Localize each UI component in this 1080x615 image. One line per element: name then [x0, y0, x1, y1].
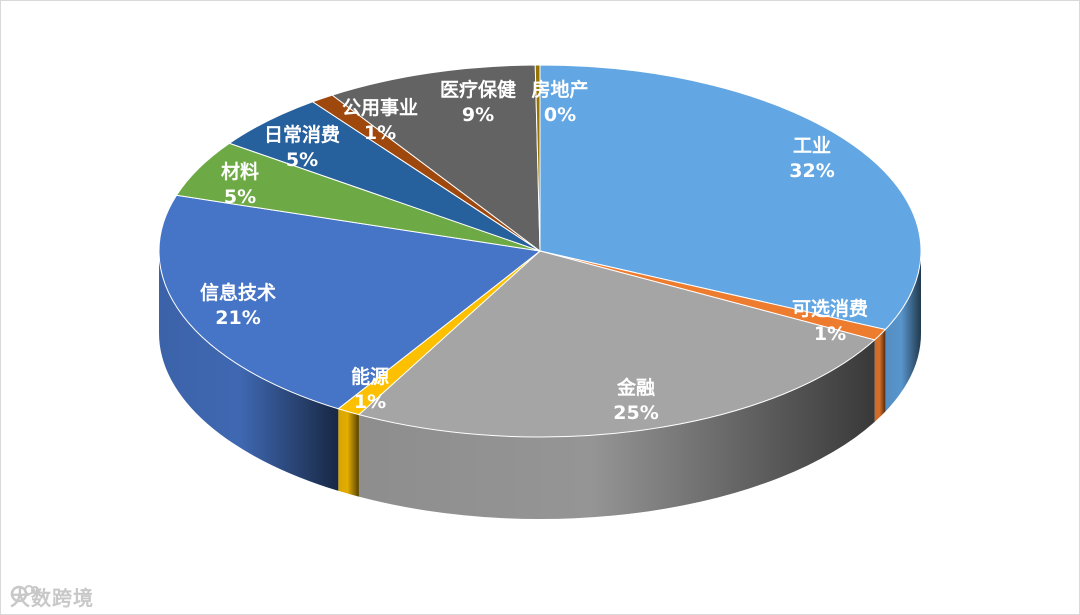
pie-data-labels: 工业 32% 可选消费 1% 金融 25% 能源 1% 信息技术 21% 材料 5% 日常消费 5% 公用事…	[200, 78, 868, 424]
pie-label-category-8: 医疗保健	[440, 78, 516, 101]
pie-label-percent-0: 32%	[789, 160, 834, 182]
pie-label-category-0: 工业	[793, 135, 831, 157]
pie-label-category-2: 金融	[616, 376, 655, 399]
pie-top-faces	[158, 64, 922, 438]
pie-label-category-9: 房地产	[531, 78, 588, 101]
pie-label-1: 可选消费 1%	[792, 297, 868, 345]
pie-label-percent-3: 1%	[354, 391, 386, 413]
pie-side-walls	[159, 251, 921, 519]
pie-side-shade-3	[338, 408, 359, 497]
brand-logo-icon	[10, 585, 39, 603]
pie-label-4: 信息技术 21%	[200, 281, 276, 329]
pie-label-percent-5: 5%	[224, 186, 256, 208]
pie-label-category-5: 材料	[221, 160, 259, 183]
pie-slice-2	[357, 250, 876, 438]
pie-label-7: 公用事业 1%	[342, 96, 418, 144]
pie-label-category-4: 信息技术	[200, 281, 276, 304]
pie-label-category-6: 日常消费	[264, 123, 340, 146]
pie-label-percent-4: 21%	[215, 307, 260, 329]
pie-label-percent-2: 25%	[613, 402, 658, 424]
pie-label-8: 医疗保健 9%	[440, 78, 516, 126]
pie-label-3: 能源 1%	[351, 365, 389, 413]
pie-label-percent-8: 9%	[462, 104, 494, 126]
pie-label-category-3: 能源	[351, 365, 389, 388]
pie-slice-4	[158, 194, 542, 410]
pie-side-shade-2	[358, 339, 875, 519]
pie-label-percent-1: 1%	[814, 323, 846, 345]
pie-label-6: 日常消费 5%	[264, 123, 340, 171]
pie-label-percent-6: 5%	[286, 149, 318, 171]
pie-label-percent-9: 0%	[544, 104, 576, 126]
watermark: 大数跨境	[10, 582, 94, 611]
pie-label-category-1: 可选消费	[792, 297, 868, 320]
pie-side-shade-1	[874, 329, 886, 422]
pie-label-2: 金融 25%	[613, 376, 658, 424]
pie-slice-0	[539, 64, 922, 331]
pie-slice-8	[331, 64, 541, 253]
pie-label-5: 材料 5%	[221, 160, 259, 208]
pie-label-category-7: 公用事业	[342, 96, 418, 119]
pie-label-0: 工业 32%	[789, 135, 834, 182]
pie-slice-9	[534, 64, 541, 252]
pie-label-percent-7: 1%	[364, 122, 396, 144]
pie-label-9: 房地产 0%	[531, 78, 588, 126]
